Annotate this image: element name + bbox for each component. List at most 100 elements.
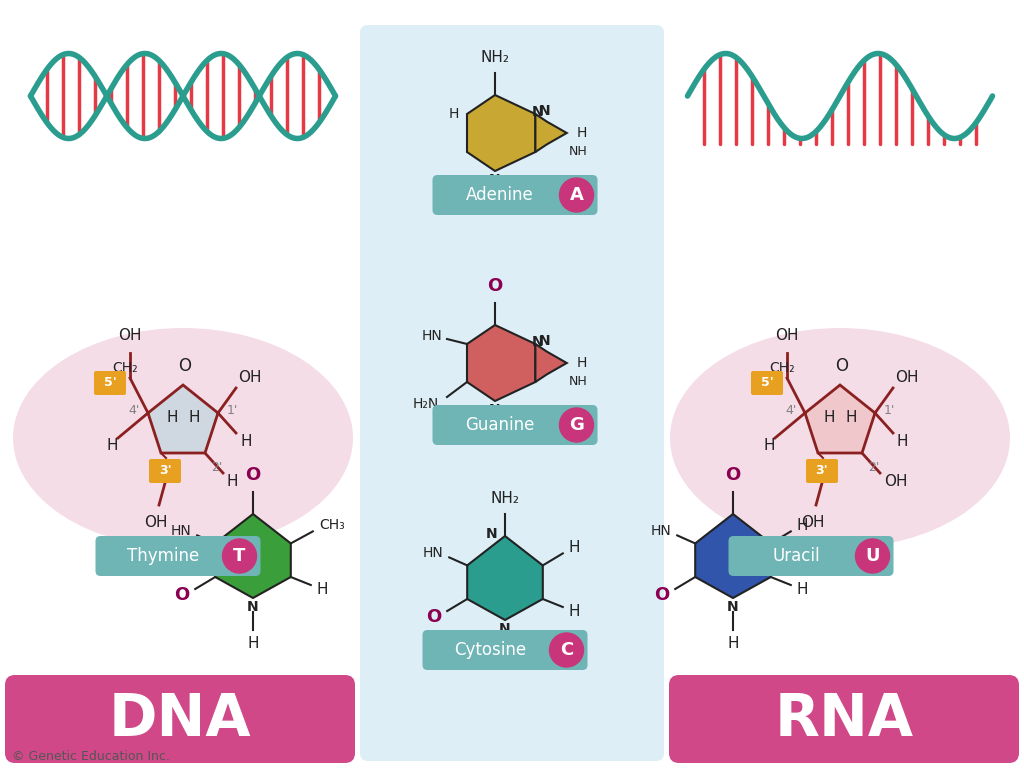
Text: H₂N: H₂N xyxy=(413,397,439,411)
Polygon shape xyxy=(467,95,536,171)
Text: H: H xyxy=(568,604,581,618)
Text: 1': 1' xyxy=(884,405,895,418)
Text: CH₂: CH₂ xyxy=(113,361,138,375)
Text: Thymine: Thymine xyxy=(127,547,199,565)
Text: Adenine: Adenine xyxy=(466,186,534,204)
Text: U: U xyxy=(865,547,880,565)
Text: 3': 3' xyxy=(816,465,828,478)
Text: H: H xyxy=(166,411,178,425)
Text: H: H xyxy=(188,411,200,425)
Text: 4': 4' xyxy=(129,405,140,418)
Text: H: H xyxy=(797,518,808,533)
FancyBboxPatch shape xyxy=(5,675,355,763)
Text: H: H xyxy=(797,581,808,597)
FancyBboxPatch shape xyxy=(806,459,838,483)
Text: H: H xyxy=(897,433,908,449)
Text: N: N xyxy=(489,173,501,187)
FancyBboxPatch shape xyxy=(95,536,260,576)
Text: A: A xyxy=(569,186,584,204)
Text: C: C xyxy=(560,641,573,659)
Text: H: H xyxy=(449,107,459,121)
Text: OH: OH xyxy=(801,515,824,530)
Text: H: H xyxy=(106,438,118,452)
Circle shape xyxy=(222,539,256,573)
Text: N: N xyxy=(531,335,543,349)
Text: H: H xyxy=(316,581,329,597)
Text: N: N xyxy=(531,105,543,119)
Text: G: G xyxy=(569,416,584,434)
Text: O: O xyxy=(654,586,670,604)
Text: H: H xyxy=(240,433,252,449)
Text: HN: HN xyxy=(170,525,191,538)
Text: N: N xyxy=(485,527,497,541)
Text: CH₂: CH₂ xyxy=(769,361,795,375)
Polygon shape xyxy=(536,114,566,152)
Text: OH: OH xyxy=(884,474,907,488)
Ellipse shape xyxy=(670,328,1010,548)
Circle shape xyxy=(550,633,584,667)
Ellipse shape xyxy=(13,328,353,548)
Text: © Genetic Education Inc.: © Genetic Education Inc. xyxy=(12,750,170,763)
Text: HN: HN xyxy=(421,329,442,343)
Text: N: N xyxy=(727,600,738,614)
Text: NH₂: NH₂ xyxy=(490,491,519,506)
FancyBboxPatch shape xyxy=(728,536,894,576)
Text: O: O xyxy=(487,277,503,295)
Text: H: H xyxy=(227,474,239,488)
FancyBboxPatch shape xyxy=(423,630,588,670)
FancyBboxPatch shape xyxy=(94,371,126,395)
Text: 5': 5' xyxy=(103,376,117,389)
Text: N: N xyxy=(539,333,551,348)
Text: NH: NH xyxy=(568,145,588,158)
FancyBboxPatch shape xyxy=(669,675,1019,763)
Text: NH: NH xyxy=(568,375,588,388)
Text: T: T xyxy=(233,547,246,565)
Text: O: O xyxy=(426,608,441,626)
Circle shape xyxy=(559,408,594,442)
Text: 1': 1' xyxy=(227,405,239,418)
Text: N: N xyxy=(539,104,551,118)
Text: H: H xyxy=(845,411,857,425)
Text: 5': 5' xyxy=(761,376,773,389)
Text: N: N xyxy=(489,403,501,417)
Text: H: H xyxy=(823,411,835,425)
Text: Uracil: Uracil xyxy=(772,547,820,565)
Polygon shape xyxy=(467,325,536,401)
FancyBboxPatch shape xyxy=(432,175,597,215)
Text: N: N xyxy=(499,622,511,636)
FancyBboxPatch shape xyxy=(150,459,181,483)
Text: O: O xyxy=(725,466,740,484)
Polygon shape xyxy=(695,514,771,598)
Circle shape xyxy=(855,539,890,573)
Polygon shape xyxy=(467,536,543,620)
Polygon shape xyxy=(148,385,218,453)
FancyBboxPatch shape xyxy=(751,371,783,395)
Text: DNA: DNA xyxy=(109,690,251,747)
Text: OH: OH xyxy=(144,515,168,530)
Text: O: O xyxy=(836,357,849,375)
Text: H: H xyxy=(247,636,259,651)
Text: OH: OH xyxy=(895,370,919,386)
Text: Cytosine: Cytosine xyxy=(454,641,526,659)
Text: CH₃: CH₃ xyxy=(318,518,344,532)
Text: H: H xyxy=(568,540,581,555)
Text: 2': 2' xyxy=(211,461,222,474)
Polygon shape xyxy=(805,385,874,453)
Text: H: H xyxy=(577,126,587,140)
Text: O: O xyxy=(178,357,191,375)
FancyBboxPatch shape xyxy=(360,25,664,761)
Text: H: H xyxy=(577,356,587,370)
Polygon shape xyxy=(536,344,566,382)
Text: OH: OH xyxy=(118,328,141,343)
Text: Guanine: Guanine xyxy=(465,416,535,434)
Text: 2': 2' xyxy=(868,461,880,474)
Text: RNA: RNA xyxy=(774,690,913,747)
FancyBboxPatch shape xyxy=(432,405,597,445)
Polygon shape xyxy=(215,514,291,598)
Text: O: O xyxy=(174,586,189,604)
Text: HN: HN xyxy=(423,546,443,561)
Text: N: N xyxy=(247,600,259,614)
Text: 3': 3' xyxy=(159,465,171,478)
Text: 4': 4' xyxy=(785,405,797,418)
Text: OH: OH xyxy=(238,370,261,386)
